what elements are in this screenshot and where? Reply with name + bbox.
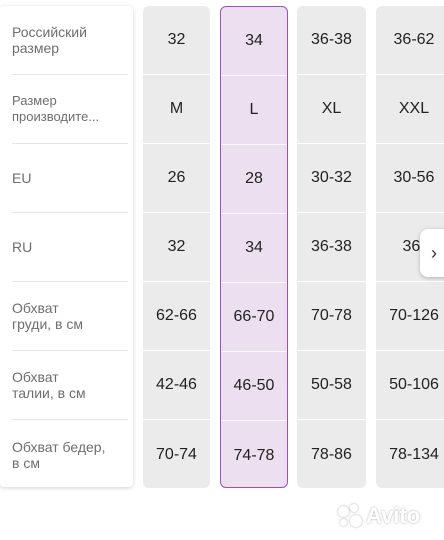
avito-watermark: Avito bbox=[338, 498, 438, 534]
size-cell: 74-78 bbox=[233, 446, 275, 464]
size-cell: 50-106 bbox=[376, 351, 444, 420]
size-cell: 78-86 bbox=[311, 445, 352, 463]
chevron-right-icon: › bbox=[431, 242, 437, 263]
size-cell: 36-62 bbox=[376, 6, 444, 75]
size-cell: XXL bbox=[376, 75, 444, 144]
scroll-right-button[interactable]: › bbox=[420, 229, 444, 277]
size-cell: 70-126 bbox=[376, 282, 444, 351]
row-labels-card: Российский размер Размер производите... … bbox=[0, 6, 133, 487]
row-label-eu: EU bbox=[12, 144, 128, 213]
avito-logo-icon bbox=[338, 504, 362, 528]
size-cell: 78-134 bbox=[389, 445, 439, 463]
size-column-36-38[interactable]: 36-38 XL 30-32 36-38 70-78 50-58 78-86 bbox=[297, 6, 366, 488]
size-cell: 34 bbox=[221, 7, 287, 76]
size-cell: 32 bbox=[143, 6, 210, 75]
size-cell: 30-32 bbox=[297, 144, 366, 213]
size-cell: 30-56 bbox=[376, 144, 444, 213]
size-cell: 42-46 bbox=[143, 351, 210, 420]
size-cell: 36- bbox=[376, 213, 444, 282]
size-cell: 70-78 bbox=[297, 282, 366, 351]
size-cell: 34 bbox=[221, 214, 287, 283]
row-label-waist: Обхват талии, в см bbox=[12, 351, 128, 420]
size-cell: L bbox=[221, 76, 287, 145]
row-label-hips: Обхват бедер, в см bbox=[12, 438, 106, 471]
size-cell: 26 bbox=[143, 144, 210, 213]
row-label-manufacturer-size: Размер производите... bbox=[12, 75, 128, 144]
size-column-34-selected[interactable]: 34 L 28 34 66-70 46-50 74-78 bbox=[220, 6, 288, 488]
size-cell: 50-58 bbox=[297, 351, 366, 420]
size-column-32[interactable]: 32 M 26 32 62-66 42-46 70-74 bbox=[143, 6, 210, 488]
size-cell: 46-50 bbox=[221, 352, 287, 421]
size-cell: 66-70 bbox=[221, 283, 287, 352]
row-label-ru-size: Российский размер bbox=[12, 6, 128, 75]
size-cell: XL bbox=[297, 75, 366, 144]
size-cell: 70-74 bbox=[156, 445, 197, 463]
row-label-ru: RU bbox=[12, 213, 128, 282]
row-label-chest: Обхват груди, в см bbox=[12, 282, 128, 351]
size-cell: 28 bbox=[221, 145, 287, 214]
size-cell: 36-38 bbox=[297, 213, 366, 282]
watermark-text: Avito bbox=[366, 503, 421, 528]
size-cell: 62-66 bbox=[143, 282, 210, 351]
size-cell: 32 bbox=[143, 213, 210, 282]
size-cell: M bbox=[143, 75, 210, 144]
size-cell: 36-38 bbox=[297, 6, 366, 75]
